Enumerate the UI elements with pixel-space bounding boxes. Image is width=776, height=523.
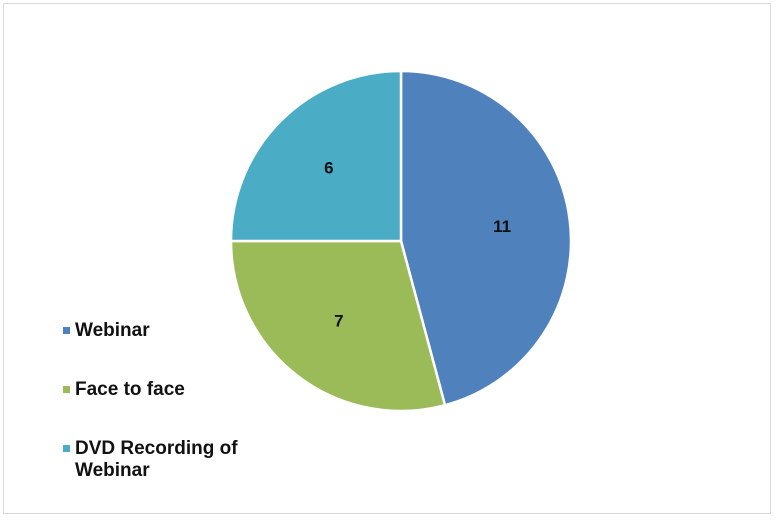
legend-item-webinar: Webinar [63,320,313,342]
chart-area: 11 7 6 Webinar Face to face DVD Recording … [3,3,771,514]
legend-swatch-face-to-face [63,386,70,393]
data-label-face-to-face: 7 [334,311,343,330]
pie-slice-webinar [399,69,573,407]
pie-slice-dvd-recording [229,69,403,243]
legend-swatch-webinar [63,327,70,334]
legend-item-dvd-recording: DVD Recording of Webinar [63,438,313,482]
legend-item-face-to-face: Face to face [63,379,313,401]
pie-slice-face-to-face [229,239,447,413]
legend-label-webinar: Webinar [75,320,150,341]
legend-label-face-to-face: Face to face [75,379,185,400]
pie-chart: 11 7 6 [229,69,573,413]
legend-swatch-dvd-recording [63,445,70,452]
legend-label-dvd-recording: DVD Recording of Webinar [75,438,238,481]
legend: Webinar Face to face DVD Recording of We… [63,316,313,482]
data-label-webinar: 11 [493,217,511,236]
data-label-dvd-recording: 6 [324,158,333,177]
